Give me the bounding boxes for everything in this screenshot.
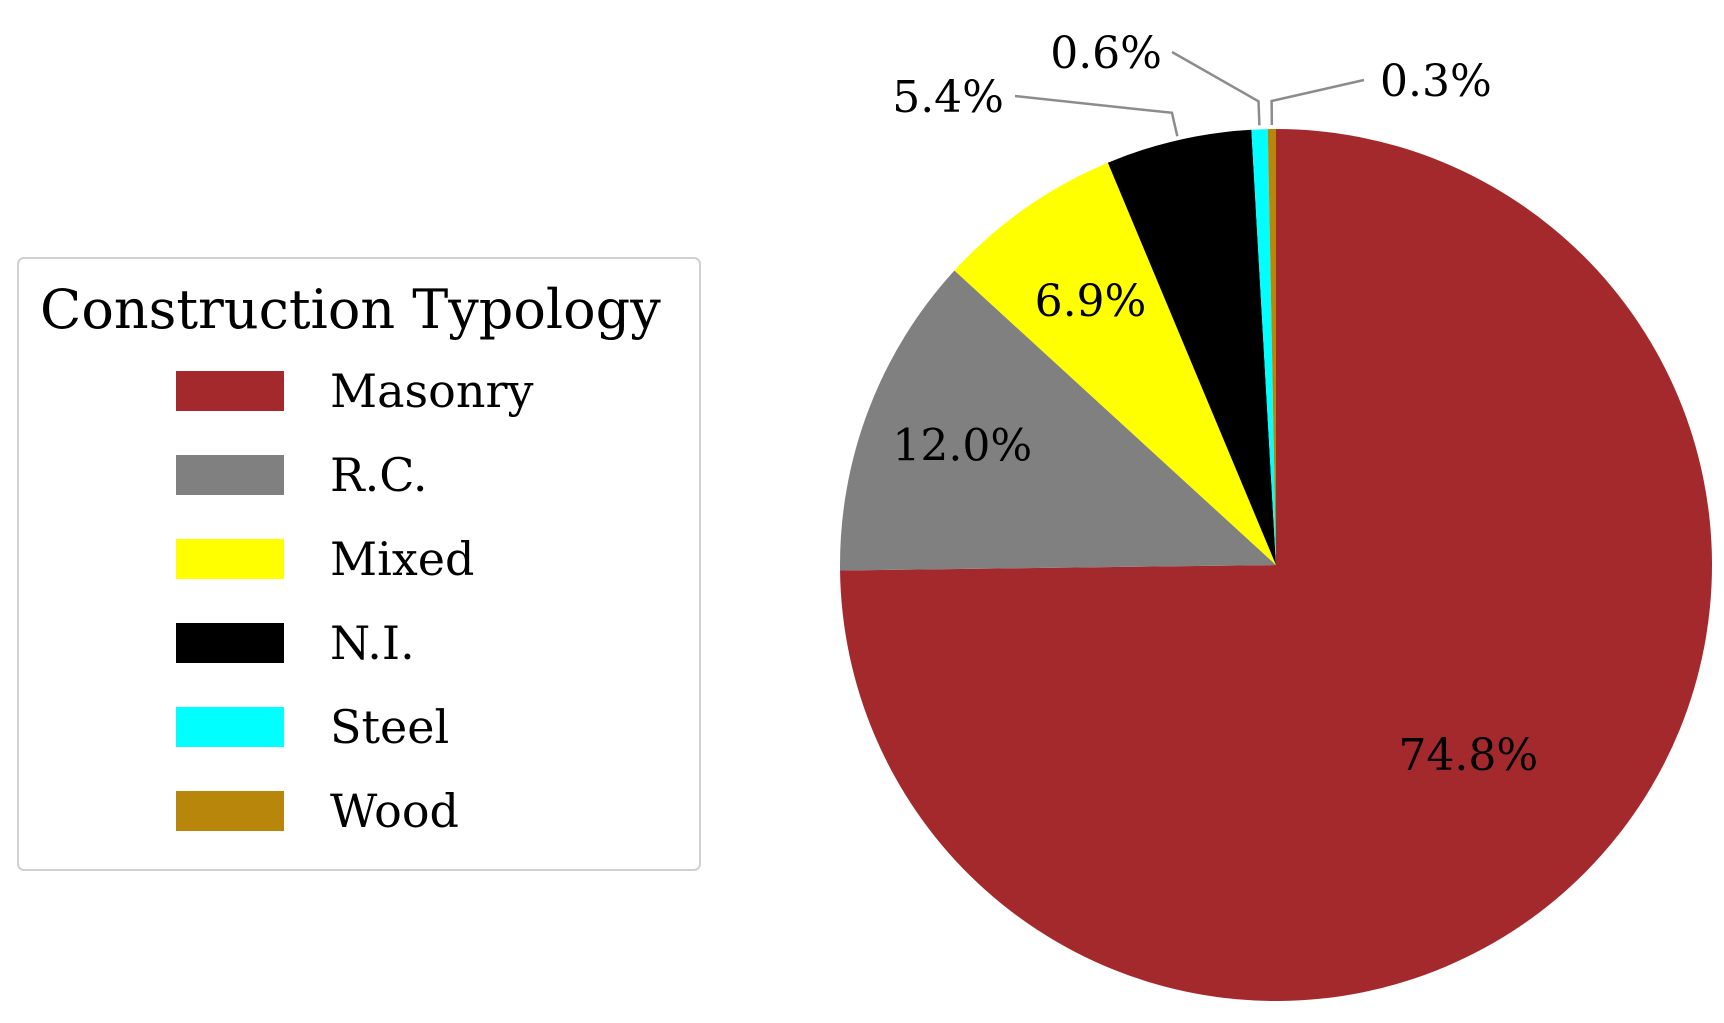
pie-slice-mixed (954, 162, 1276, 565)
legend-title: Construction Typology (40, 278, 661, 341)
data-label-wood: 0.3% (1380, 56, 1492, 107)
legend-swatch-masonry (176, 371, 284, 411)
legend-label-n-i: N.I. (330, 616, 415, 670)
leader-line-wood (1270, 78, 1365, 126)
legend-swatch-mixed (176, 539, 284, 579)
pie-slice-masonry (840, 129, 1712, 1001)
legend-label-wood: Wood (330, 784, 459, 838)
pie-slice-steel (1251, 129, 1276, 565)
legend-label-mixed: Mixed (330, 532, 474, 586)
pie-slice-n-i (1107, 129, 1276, 565)
legend-label-steel: Steel (330, 700, 449, 754)
data-label-r-c: 12.0% (892, 420, 1032, 471)
data-label-mixed: 6.9% (1035, 276, 1147, 327)
legend-swatch-steel (176, 707, 284, 747)
legend-label-masonry: Masonry (330, 364, 533, 418)
leader-line-steel (1171, 50, 1261, 126)
legend-swatch-wood (176, 791, 284, 831)
data-labels: 74.8% 12.0% 6.9% 5.4% 0.6% 0.3% (892, 28, 1538, 781)
pie-slice-wood (1267, 129, 1276, 565)
legend-swatch-r-c (176, 455, 284, 495)
leader-lines (1014, 50, 1365, 137)
legend-items: Masonry R.C. Mixed N.I. Steel Wood (176, 364, 533, 838)
legend: Construction Typology Masonry R.C. Mixed N.… (17, 257, 701, 871)
pie-slices (840, 129, 1712, 1001)
data-label-masonry: 74.8% (1398, 730, 1538, 781)
legend-swatch-n-i (176, 623, 284, 663)
data-label-n-i: 5.4% (892, 72, 1004, 123)
data-label-steel: 0.6% (1050, 28, 1162, 79)
legend-label-r-c: R.C. (330, 448, 427, 502)
leader-line-n-i (1014, 94, 1179, 137)
pie-slice-r-c (840, 270, 1276, 571)
